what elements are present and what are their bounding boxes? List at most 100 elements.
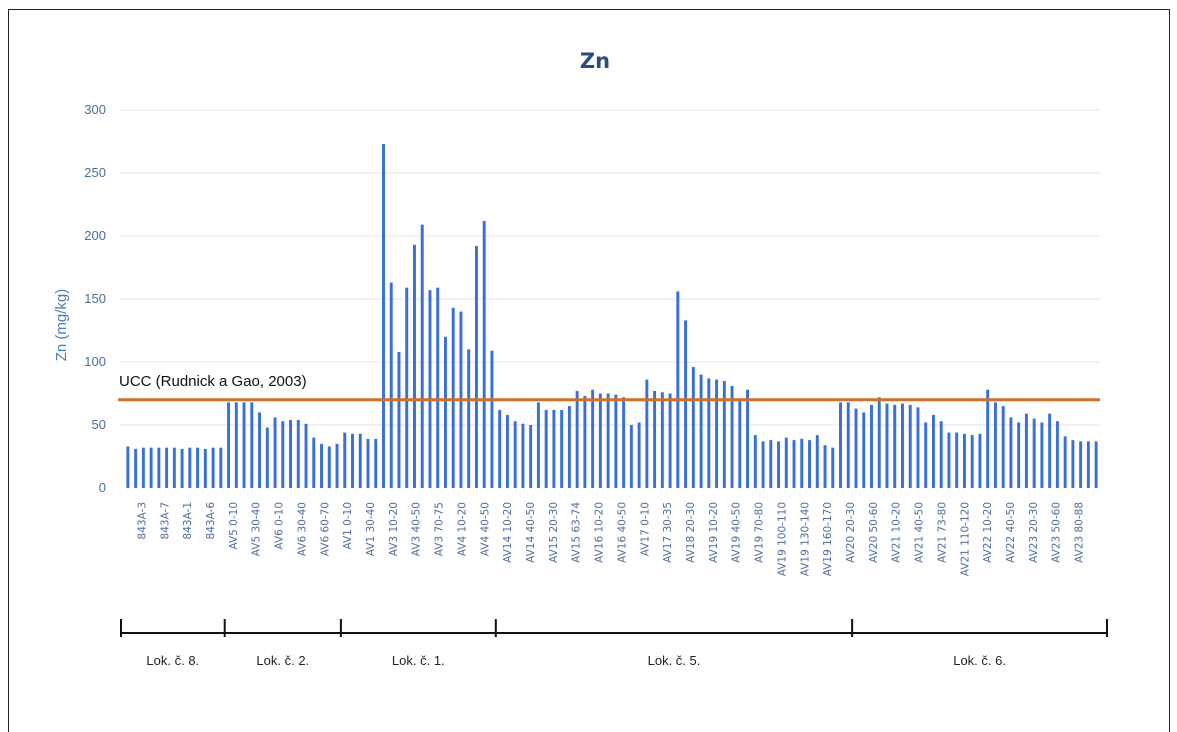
bar [645,379,649,488]
bar [1071,440,1075,488]
bar [335,443,339,488]
bar [575,390,579,488]
bar [815,435,819,488]
bar [606,393,610,488]
location-groups: Lok. č. 8. Lok. č. 2. Lok. č. 1. Lok. č. 5.… [120,619,1108,668]
x-tick-label: AV17 0-10 [639,502,651,556]
bar [691,367,695,488]
x-tick-label: AV19 130-140 [799,502,811,576]
bar [296,419,300,488]
x-tick-label: AV20 50-60 [868,502,880,563]
bar [1094,441,1098,488]
x-tick-label: AV5 30-40 [251,502,263,556]
y-tick-label: 150 [84,291,106,306]
bar [312,437,316,488]
bar [978,433,982,488]
bar [397,351,401,488]
bar [955,432,959,488]
chart-frame [8,9,1170,732]
bar [931,414,935,488]
bar [591,389,595,488]
bar [567,406,571,488]
bar [970,435,974,488]
bar [382,144,385,488]
bar [211,447,215,488]
bar [467,349,471,488]
bar [258,412,262,488]
y-axis-label: Zn (mg/kg) [53,289,70,362]
bar [939,421,943,488]
bar [536,402,540,488]
group-label: Lok. č. 2. [256,653,309,668]
bar [901,403,904,488]
bar [242,402,246,488]
bar [560,409,564,488]
bar [1079,441,1083,488]
x-tick-label: AV19 40-50 [731,502,743,563]
x-tick-label: AV19 160-170 [822,502,834,576]
bar [482,220,486,488]
x-tick-label: AV6 60-70 [319,502,331,556]
bar [792,440,796,488]
x-tick-label: AV3 40-50 [411,502,423,556]
bar [637,422,641,488]
y-tick-label: 300 [84,102,106,117]
bar [707,378,711,488]
bar [622,397,626,488]
y-axis-ticks: 0 50 100 150 200 250 300 [84,102,106,495]
x-tick-label: AV23 80-88 [1074,502,1086,563]
bar [343,432,347,488]
bar [405,287,409,488]
bar [676,291,680,488]
x-tick-label: AV19 100-110 [776,502,788,576]
bar [1017,422,1021,488]
y-tick-label: 100 [84,354,106,369]
bar [304,423,308,488]
x-tick-label: AV5 0-10 [228,502,240,550]
y-tick-label: 50 [92,417,106,432]
x-tick-label: AV4 10-20 [456,502,468,556]
x-tick-label: AV22 40-50 [1005,502,1017,563]
bar [451,307,455,488]
bar [784,437,788,488]
bar [916,407,920,488]
bar [629,425,633,488]
bar [436,287,440,488]
bar [777,441,781,488]
group-label: Lok. č. 5. [648,653,701,668]
x-tick-label: AV3 70-75 [434,502,446,556]
bar [219,447,223,488]
bar [1063,436,1067,488]
bar [730,385,734,488]
bar [769,440,773,488]
bar [172,447,176,488]
bar [839,402,842,488]
bar [1032,418,1036,488]
bar [715,379,719,488]
bar [389,282,393,488]
bar [428,290,432,488]
bar [583,396,587,488]
bar [289,419,293,488]
bar [474,246,478,488]
x-tick-label: AV6 0-10 [274,502,286,550]
bar [320,443,323,488]
bar [924,422,928,488]
bar [358,433,362,488]
bar [203,448,207,488]
x-tick-label: AV22 10-20 [982,502,994,563]
bar [505,414,509,488]
bar [157,447,161,488]
bar [273,417,277,488]
bar [1009,417,1013,488]
bar [1001,406,1005,488]
x-tick-label: AV21 10-20 [891,502,903,563]
bar [653,390,657,488]
bar [149,447,153,488]
x-tick-label: AV15 63-74 [571,502,583,563]
x-tick-label: AV17 30-35 [662,502,674,563]
x-tick-label: AV21 40-50 [914,502,926,563]
bar [281,421,285,488]
bar [699,374,703,488]
bar [420,224,424,488]
